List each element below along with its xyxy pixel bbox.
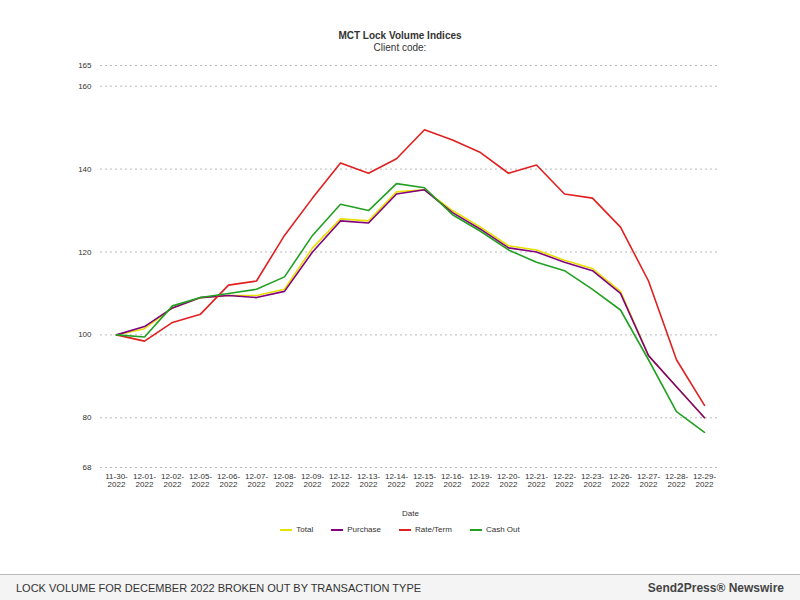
svg-text:12-15-2022: 12-15-2022: [413, 472, 436, 489]
svg-text:12-08-2022: 12-08-2022: [273, 472, 296, 489]
svg-text:140: 140: [78, 165, 92, 174]
svg-text:120: 120: [78, 248, 92, 257]
svg-text:12-27-2022: 12-27-2022: [637, 472, 660, 489]
html-text:MCT Lock Volume Indices: MCT Lock Volume Indices: [338, 30, 462, 41]
svg-text:12-20-2022: 12-20-2022: [497, 472, 520, 489]
svg-text:12-29-2022: 12-29-2022: [693, 472, 716, 489]
svg-text:12-06-2022: 12-06-2022: [217, 472, 240, 489]
svg-text:12-09-2022: 12-09-2022: [301, 472, 324, 489]
svg-text:Date: Date: [402, 509, 419, 518]
svg-text:12-12-2022: 12-12-2022: [329, 472, 352, 489]
html-text:Total: Total: [296, 525, 314, 534]
html-text:Client code:: Client code:: [373, 42, 427, 53]
svg-text:165: 165: [78, 61, 92, 70]
svg-text:12-21-2022: 12-21-2022: [525, 472, 548, 489]
svg-text:68: 68: [83, 463, 92, 472]
html-text:Send2Press® Newswire: Send2Press® Newswire: [647, 580, 784, 595]
svg-text:100: 100: [78, 330, 92, 339]
svg-text:12-23-2022: 12-23-2022: [581, 472, 604, 489]
svg-text:12-01-2022: 12-01-2022: [133, 472, 156, 489]
svg-text:12-07-2022: 12-07-2022: [245, 472, 268, 489]
svg-text:12-22-2022: 12-22-2022: [553, 472, 576, 489]
svg-text:80: 80: [83, 413, 92, 422]
svg-text:12-14-2022: 12-14-2022: [385, 472, 408, 489]
svg-text:12-28-2022: 12-28-2022: [665, 472, 688, 489]
html-text:Purchase: Purchase: [347, 525, 381, 534]
svg-text:12-05-2022: 12-05-2022: [189, 472, 212, 489]
svg-text:12-19-2022: 12-19-2022: [469, 472, 492, 489]
svg-text:160: 160: [78, 82, 92, 91]
svg-text:11-30-2022: 11-30-2022: [105, 472, 128, 489]
svg-text:12-16-2022: 12-16-2022: [441, 472, 464, 489]
html-text:Cash Out: Cash Out: [485, 525, 520, 534]
html-text:Rate/Term: Rate/Term: [415, 525, 452, 534]
svg-text:12-26-2022: 12-26-2022: [609, 472, 632, 489]
svg-text:12-13-2022: 12-13-2022: [357, 472, 380, 489]
svg-text:12-02-2022: 12-02-2022: [161, 472, 184, 489]
html-text:LOCK VOLUME FOR DECEMBER 2022: LOCK VOLUME FOR DECEMBER 2022 BROKEN OUT…: [16, 581, 422, 594]
